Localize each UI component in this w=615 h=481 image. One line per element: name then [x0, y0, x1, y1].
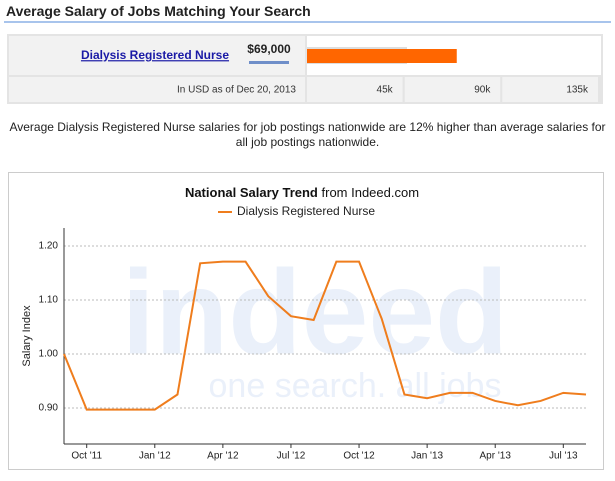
tick-cell: [404, 77, 501, 102]
value-underline: [249, 61, 289, 64]
chart-title-source: from Indeed.com: [322, 185, 420, 200]
y-tick-label: 1.00: [39, 349, 59, 360]
bar: [307, 49, 457, 63]
title-rule: [4, 21, 611, 23]
watermark-logo: indeed: [122, 246, 509, 380]
y-tick-label: 0.90: [39, 403, 59, 414]
x-tick-label: Jul '13: [549, 451, 578, 462]
section-title: Average Salary of Jobs Matching Your Sea…: [6, 3, 311, 19]
x-tick-label: Apr '13: [480, 451, 512, 462]
x-tick-label: Oct '11: [71, 451, 102, 462]
y-axis-title: Salary Index: [21, 305, 33, 367]
line: [63, 260, 587, 411]
description: Average Dialysis Registered Nurse salari…: [9, 120, 606, 149]
tick-cell: [502, 77, 598, 102]
legend-label: Dialysis Registered Nurse: [237, 204, 375, 218]
tick-cell: [307, 77, 403, 102]
note: In USD as of Dec 20, 2013: [177, 85, 296, 96]
x-tick-label: 135k: [566, 85, 589, 96]
x-tick-label: Jan '13: [411, 451, 443, 462]
job-link[interactable]: Dialysis Registered Nurse: [81, 48, 229, 62]
label-cell: [9, 36, 305, 75]
chart-title: National Salary Trend from Indeed.com: [185, 185, 419, 200]
x-tick-label: Apr '12: [207, 451, 239, 462]
chart-title-main: National Salary Trend: [185, 185, 318, 200]
y-tick-label: 1.20: [39, 241, 59, 252]
watermark-tagline: one search. all jobs: [209, 367, 502, 405]
x-tick-label: Jan '12: [139, 451, 171, 462]
value-label: $69,000: [247, 42, 291, 56]
x-tick-label: Jul '12: [277, 451, 306, 462]
chart-frame: [8, 172, 604, 470]
y-tick-label: 1.10: [39, 295, 59, 306]
note-cell: [9, 77, 305, 102]
x-tick-label: 90k: [474, 85, 491, 96]
x-tick-label: 45k: [377, 85, 394, 96]
x-tick-label: Oct '12: [343, 451, 375, 462]
